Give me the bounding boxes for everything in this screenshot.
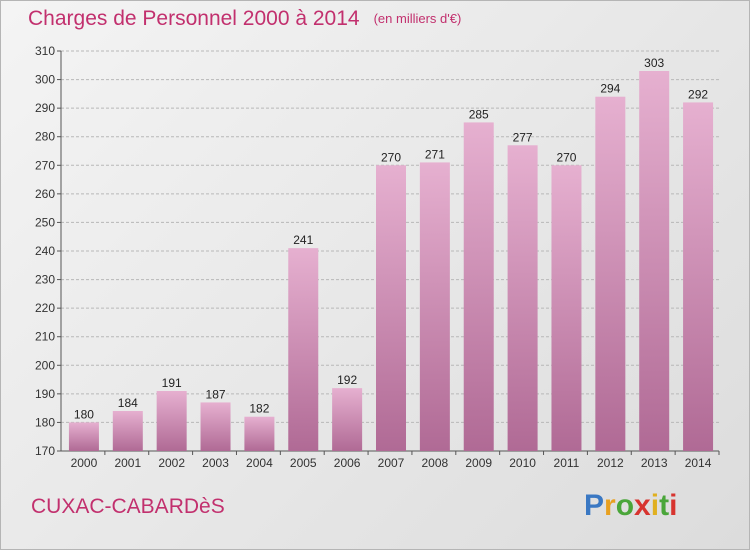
- y-tick-label: 260: [35, 187, 55, 201]
- y-tick-label: 190: [35, 387, 55, 401]
- commune-name: CUXAC-CABARDèS: [31, 495, 225, 518]
- x-tick-label: 2010: [509, 456, 536, 470]
- bar: [419, 162, 450, 451]
- y-tick-label: 180: [35, 415, 55, 429]
- bar: [68, 422, 99, 451]
- bar: [683, 102, 714, 451]
- bar-value-label: 292: [688, 87, 708, 101]
- bar: [551, 165, 582, 452]
- bar: [639, 71, 670, 451]
- x-tick-label: 2007: [378, 456, 405, 470]
- y-tick-label: 280: [35, 130, 55, 144]
- y-tick-label: 290: [35, 101, 55, 115]
- y-tick-label: 220: [35, 301, 55, 315]
- x-tick-label: 2004: [246, 456, 273, 470]
- y-tick-label: 200: [35, 358, 55, 372]
- bar-value-label: 270: [556, 150, 576, 164]
- bar: [463, 122, 494, 451]
- bar-value-label: 192: [337, 373, 357, 387]
- bar: [112, 411, 143, 451]
- title-text: Charges de Personnel 2000 à 2014: [28, 7, 360, 30]
- x-tick-label: 2014: [685, 456, 712, 470]
- x-tick-label: 2005: [290, 456, 317, 470]
- bar-value-label: 180: [74, 407, 94, 421]
- y-tick-label: 300: [35, 73, 55, 87]
- unit-label: (en milliers d'€): [373, 11, 462, 26]
- y-tick-label: 170: [35, 444, 55, 458]
- x-tick-label: 2012: [597, 456, 624, 470]
- bar: [288, 248, 319, 451]
- x-tick-label: 2002: [158, 456, 185, 470]
- y-tick-label: 250: [35, 215, 55, 229]
- bar-value-label: 271: [425, 147, 445, 161]
- bar-value-label: 270: [381, 150, 401, 164]
- bar-value-label: 187: [206, 387, 226, 401]
- bar-value-label: 241: [293, 233, 313, 247]
- x-tick-label: 2001: [114, 456, 141, 470]
- bar-value-label: 285: [469, 107, 489, 121]
- bar-value-label: 277: [513, 130, 533, 144]
- bar: [200, 402, 231, 451]
- bar-value-label: 182: [249, 402, 269, 416]
- bar: [332, 388, 363, 451]
- chart-title: Charges de Personnel 2000 à 2014 (en mill…: [28, 7, 461, 31]
- y-tick-label: 210: [35, 330, 55, 344]
- x-tick-label: 2011: [554, 456, 580, 470]
- y-tick-label: 230: [35, 273, 55, 287]
- x-tick-label: 2003: [202, 456, 229, 470]
- bar: [244, 416, 275, 451]
- x-tick-label: 2013: [641, 456, 668, 470]
- proxiti-logo: Proxiti: [584, 489, 678, 522]
- x-tick-label: 2008: [422, 456, 449, 470]
- bar-value-label: 184: [118, 396, 138, 410]
- bar: [595, 96, 626, 451]
- x-tick-label: 2009: [465, 456, 492, 470]
- x-tick-label: 2006: [334, 456, 361, 470]
- bar-value-label: 303: [644, 56, 664, 70]
- bar-value-label: 294: [600, 82, 620, 96]
- x-tick-label: 2000: [71, 456, 98, 470]
- y-tick-label: 310: [35, 44, 55, 58]
- y-tick-label: 240: [35, 244, 55, 258]
- bar: [376, 165, 406, 452]
- bar-value-label: 191: [162, 376, 182, 390]
- bar: [507, 145, 538, 452]
- y-tick-label: 270: [35, 158, 55, 172]
- bar: [156, 391, 187, 451]
